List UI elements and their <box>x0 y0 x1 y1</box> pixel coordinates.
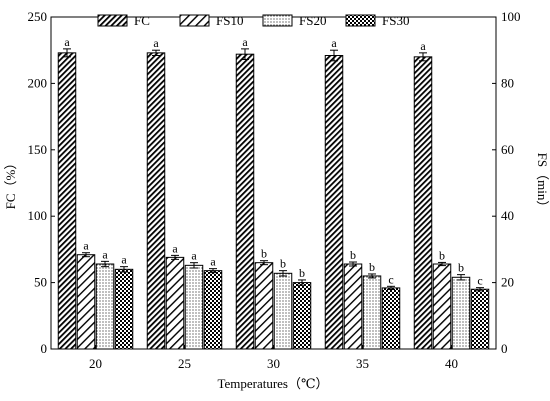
significance-label: b <box>350 248 356 262</box>
legend-label-fs30: FS30 <box>382 13 409 28</box>
bar-fs30-25 <box>203 270 223 350</box>
bar-fs10-25 <box>165 256 185 350</box>
y-axis-title: FC（%） <box>3 157 18 210</box>
significance-label: b <box>458 261 464 275</box>
y-tick-label: 100 <box>28 208 48 223</box>
y2-tick-label: 100 <box>501 9 521 24</box>
bar-fc-40 <box>413 56 433 350</box>
significance-label: c <box>477 274 482 288</box>
significance-label: a <box>102 247 108 261</box>
bar-fs30-20 <box>114 268 134 350</box>
x-tick-label: 35 <box>356 356 369 371</box>
y-tick-label: 250 <box>28 9 48 24</box>
right-axis-ticks: 0 20 40 60 80 100 <box>492 9 521 356</box>
x-tick-label: 20 <box>89 356 102 371</box>
significance-label: a <box>210 255 216 269</box>
significance-label: a <box>83 239 89 253</box>
bar-fs10-30 <box>254 262 274 350</box>
bar-fs30-30 <box>292 282 312 350</box>
bar-fs20-40 <box>451 276 471 350</box>
significance-label: b <box>261 247 267 261</box>
y2-tick-label: 60 <box>501 142 514 157</box>
y-tick-label: 0 <box>41 341 48 356</box>
significance-label: a <box>191 249 197 263</box>
y2-tick-label: 20 <box>501 275 514 290</box>
significance-label: c <box>388 272 393 286</box>
significance-label: a <box>64 35 70 49</box>
bar-fc-20 <box>57 52 77 350</box>
bar-fs10-35 <box>343 263 363 350</box>
x-tick-label: 30 <box>267 356 280 371</box>
legend-swatch-fs10 <box>179 14 210 27</box>
y2-tick-label: 0 <box>501 341 508 356</box>
left-axis-ticks: 0 50 100 150 200 250 <box>28 9 55 356</box>
significance-label: b <box>439 248 445 262</box>
legend-swatch-fs30 <box>345 14 376 27</box>
y-tick-label: 50 <box>34 275 47 290</box>
bar-fs30-40 <box>470 288 490 350</box>
y2-tick-label: 40 <box>501 208 514 223</box>
legend-label-fc: FC <box>134 13 150 28</box>
bar-fs10-40 <box>432 263 452 350</box>
y-tick-label: 150 <box>28 142 48 157</box>
bar-fs10-20 <box>76 254 96 350</box>
x-axis-ticks: 20 25 30 35 40 <box>89 345 458 371</box>
bar-fc-30 <box>235 53 255 350</box>
significance-label: a <box>420 39 426 53</box>
bar-fs30-35 <box>381 287 401 350</box>
legend-label-fs10: FS10 <box>216 13 243 28</box>
significance-label: b <box>299 266 305 280</box>
legend-label-fs20: FS20 <box>299 13 326 28</box>
legend-swatch-fs20 <box>262 14 293 27</box>
y2-axis-title: FS（min） <box>535 153 550 214</box>
x-tick-label: 25 <box>178 356 191 371</box>
y-tick-label: 200 <box>28 75 48 90</box>
significance-label: a <box>331 36 337 50</box>
bar-fs20-35 <box>362 275 382 350</box>
significance-label: a <box>153 36 159 50</box>
legend: FC FS10 FS20 FS30 <box>97 13 409 28</box>
significance-label: a <box>121 253 127 267</box>
x-axis-title: Temperatures（℃） <box>217 376 328 391</box>
significance-label: a <box>242 35 248 49</box>
significance-label: b <box>280 257 286 271</box>
legend-swatch-fc <box>97 14 128 27</box>
bar-fs20-20 <box>95 263 115 350</box>
bar-fc-35 <box>324 55 344 350</box>
bar-fs20-30 <box>273 272 293 350</box>
x-tick-label: 40 <box>445 356 458 371</box>
y2-tick-label: 80 <box>501 75 514 90</box>
significance-label: a <box>172 241 178 255</box>
bar-fc-25 <box>146 52 166 350</box>
bar-fs20-25 <box>184 264 204 350</box>
significance-label: b <box>369 260 375 274</box>
